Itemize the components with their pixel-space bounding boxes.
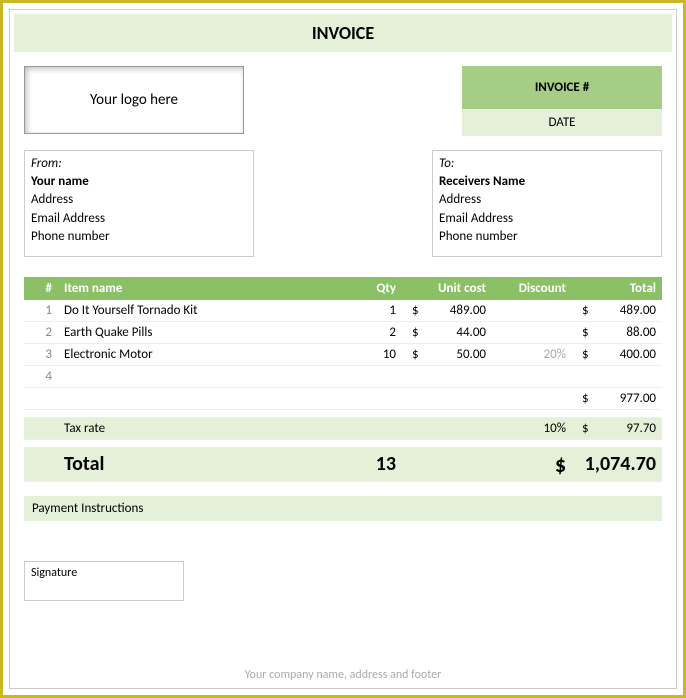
logo-placeholder: Your logo here — [24, 66, 244, 134]
from-address-box: From: Your name Address Email Address Ph… — [24, 150, 254, 257]
tax-label: Tax rate — [58, 417, 352, 439]
to-email: Email Address — [439, 210, 655, 228]
signature-box: Signature — [24, 561, 184, 601]
invoice-date-label: DATE — [462, 109, 662, 136]
table-row: 4 — [24, 365, 662, 387]
table-row: 1Do It Yourself Tornado Kit1$489.00$489.… — [24, 300, 662, 322]
subtotal: 977.00 — [620, 391, 656, 406]
col-item: Item name — [58, 277, 352, 300]
payment-instructions-label: Payment Instructions — [24, 496, 662, 521]
footer-text: Your company name, address and footer — [10, 668, 676, 682]
col-qty: Qty — [352, 277, 402, 300]
tax-rate: 10% — [492, 417, 572, 439]
grand-total-label: Total — [58, 447, 352, 481]
from-label: From: — [31, 155, 247, 173]
items-table: # Item name Qty Unit cost Discount Total… — [24, 277, 662, 482]
invoice-number-label: INVOICE # — [462, 66, 662, 109]
col-unit: Unit cost — [402, 277, 492, 300]
col-total: Total — [572, 277, 662, 300]
table-row: 2Earth Quake Pills2$44.00$88.00 — [24, 321, 662, 343]
from-phone: Phone number — [31, 228, 247, 246]
from-email: Email Address — [31, 210, 247, 228]
from-name: Your name — [31, 173, 247, 191]
tax-amount: 97.70 — [626, 421, 656, 436]
to-address-box: To: Receivers Name Address Email Address… — [432, 150, 662, 257]
to-label: To: — [439, 155, 655, 173]
to-phone: Phone number — [439, 228, 655, 246]
col-discount: Discount — [492, 277, 572, 300]
to-address: Address — [439, 191, 655, 209]
grand-amount: 1,074.70 — [572, 447, 662, 481]
to-name: Receivers Name — [439, 173, 655, 191]
invoice-title: INVOICE — [14, 14, 672, 52]
table-row: 3Electronic Motor10$50.0020%$400.00 — [24, 343, 662, 365]
from-address: Address — [31, 191, 247, 209]
col-num: # — [24, 277, 58, 300]
grand-qty: 13 — [352, 447, 402, 481]
